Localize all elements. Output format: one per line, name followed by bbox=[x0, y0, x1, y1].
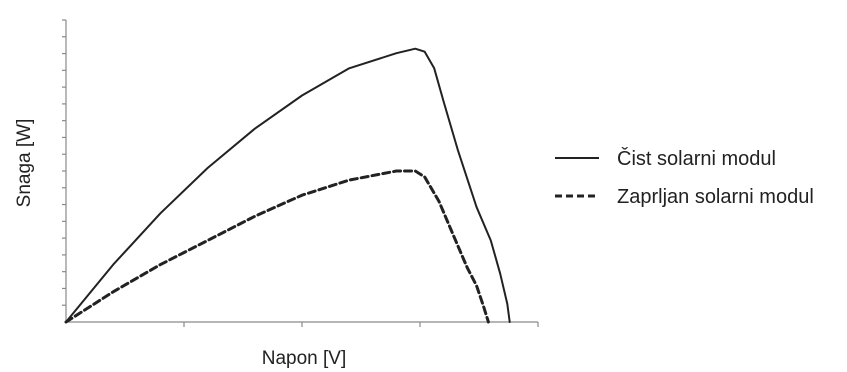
legend-item-clean: Čist solarni modul bbox=[555, 147, 776, 170]
legend: Čist solarni modul Zaprljan solarni modu… bbox=[555, 147, 814, 208]
ticks-group bbox=[62, 19, 539, 327]
y-axis-label: Snaga [W] bbox=[14, 119, 35, 208]
series-line-clean bbox=[65, 47, 511, 323]
series-line-dirty bbox=[64, 169, 490, 324]
series-group bbox=[64, 47, 511, 324]
legend-item-dirty: Zaprljan solarni modul bbox=[555, 186, 814, 208]
x-axis-label: Napon [V] bbox=[262, 348, 347, 369]
legend-label-dirty: Zaprljan solarni modul bbox=[617, 186, 814, 208]
legend-label-clean: Čist solarni modul bbox=[617, 147, 776, 170]
